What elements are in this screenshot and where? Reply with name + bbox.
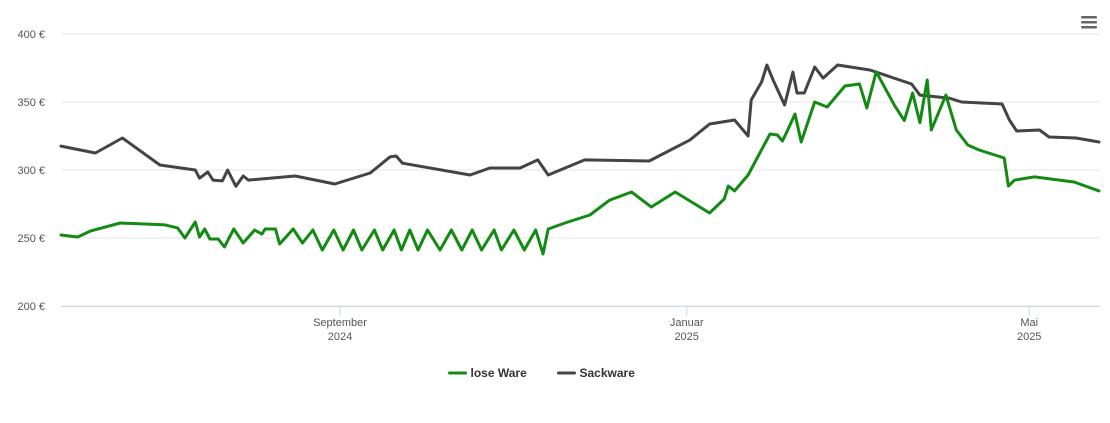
legend-item[interactable]: lose Ware — [448, 366, 528, 380]
x-tick-label: 2025 — [1017, 331, 1041, 343]
series-line — [59, 63, 1101, 188]
y-tick-label: 200 € — [17, 301, 45, 313]
y-tick-label: 300 € — [17, 165, 45, 177]
y-tick-label: 400 € — [17, 29, 45, 41]
menu-bar — [1081, 16, 1097, 19]
x-tick-label: September — [313, 317, 367, 329]
legend-label: lose Ware — [471, 366, 528, 380]
y-tick-label: 250 € — [17, 233, 45, 245]
menu-bar — [1081, 26, 1097, 29]
y-tick-label: 350 € — [17, 97, 45, 109]
x-tick-label: 2024 — [328, 331, 352, 343]
series-line — [59, 70, 1101, 256]
menu-button[interactable] — [1080, 14, 1098, 30]
legend-label: Sackware — [580, 366, 636, 380]
menu-bar — [1081, 21, 1097, 24]
x-tick-label: 2025 — [674, 331, 698, 343]
legend-item[interactable]: Sackware — [557, 366, 636, 380]
x-tick-label: Januar — [670, 317, 704, 329]
x-tick-label: Mai — [1020, 317, 1038, 329]
